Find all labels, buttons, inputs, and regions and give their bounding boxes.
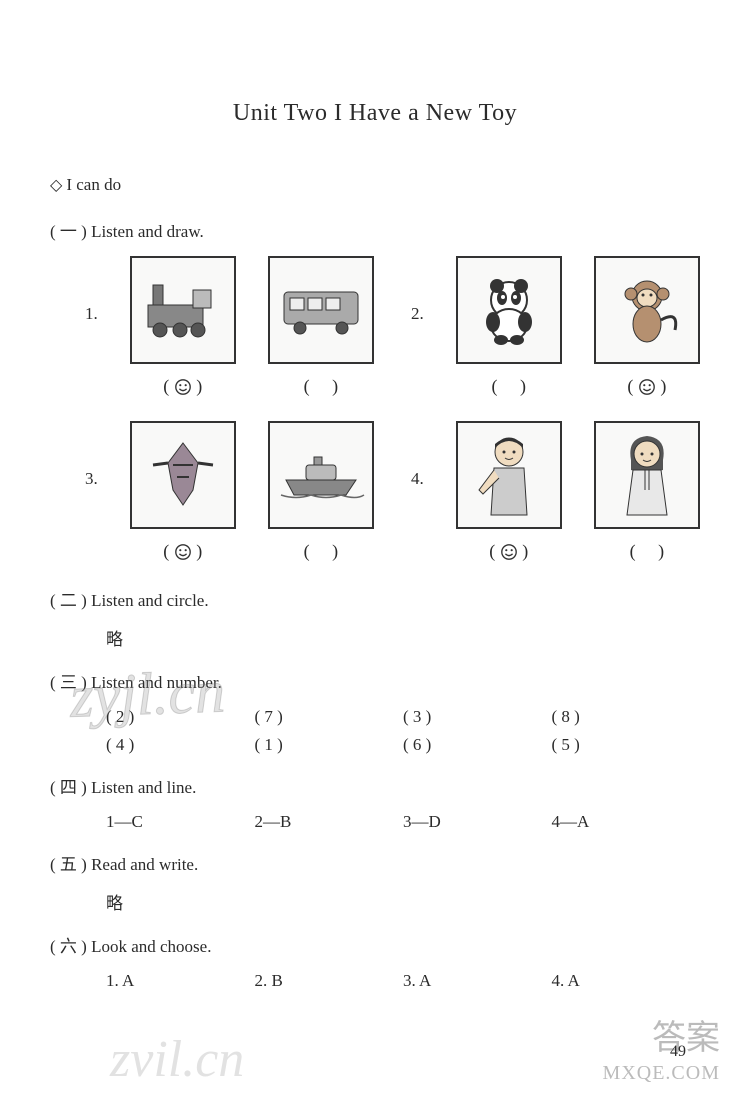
q4-number: 4.: [406, 469, 424, 529]
answer-row-1: ( ) ( ) ( ) ( ): [80, 376, 700, 397]
section-3-head: ( 三 ) Listen and number.: [50, 668, 700, 693]
smile-icon: [174, 378, 192, 396]
ans-1d: ( ): [594, 376, 700, 397]
num-cell: ( 7 ): [255, 707, 404, 727]
ans-1c: ( ): [456, 376, 562, 397]
choose-cell: 2. B: [255, 971, 404, 991]
line-cell: 3—D: [403, 812, 552, 832]
woman-icon: [607, 430, 687, 520]
ans-2b: ( ): [268, 541, 374, 562]
ans-2d: ( ): [594, 541, 700, 562]
card-kite: [130, 421, 236, 529]
image-row-1: 1. 2.: [80, 256, 700, 364]
q1-number: 1.: [80, 304, 98, 364]
section-2-head: ( 二 ) Listen and circle.: [50, 586, 700, 611]
kite-icon: [143, 435, 223, 515]
answer-row-2: ( ) ( ) ( ) ( ): [80, 541, 700, 562]
num-cell: ( 8 ): [552, 707, 701, 727]
ans-1a: ( ): [130, 376, 236, 397]
i-can-do: ◇I can do: [50, 175, 700, 195]
number-row-2: ( 4 ) ( 1 ) ( 6 ) ( 5 ): [106, 735, 700, 755]
section-1-head: ( 一 ) Listen and draw.: [50, 217, 700, 242]
section-5-body: 略: [106, 889, 700, 914]
card-man: [456, 421, 562, 529]
line-cell: 1—C: [106, 812, 255, 832]
train-icon: [138, 280, 228, 340]
num-cell: ( 5 ): [552, 735, 701, 755]
card-bus: [268, 256, 374, 364]
section-2-body: 略: [106, 625, 700, 650]
ship-icon: [276, 445, 366, 505]
num-cell: ( 6 ): [403, 735, 552, 755]
num-cell: ( 3 ): [403, 707, 552, 727]
choose-cell: 4. A: [552, 971, 701, 991]
watermark-4: MXQE.COM: [603, 1062, 720, 1085]
line-row: 1—C 2—B 3—D 4—A: [106, 812, 700, 832]
line-cell: 2—B: [255, 812, 404, 832]
card-woman: [594, 421, 700, 529]
num-cell: ( 2 ): [106, 707, 255, 727]
smile-icon: [174, 543, 192, 561]
ans-2a: ( ): [130, 541, 236, 562]
num-cell: ( 4 ): [106, 735, 255, 755]
q3-number: 3.: [80, 469, 98, 529]
choose-cell: 1. A: [106, 971, 255, 991]
card-panda: [456, 256, 562, 364]
q2-number: 2.: [406, 304, 424, 364]
i-can-do-label: I can do: [66, 175, 121, 194]
bus-icon: [276, 280, 366, 340]
section-4-head: ( 四 ) Listen and line.: [50, 773, 700, 798]
ans-1b: ( ): [268, 376, 374, 397]
monkey-icon: [607, 270, 687, 350]
line-cell: 4—A: [552, 812, 701, 832]
panda-icon: [469, 270, 549, 350]
diamond-icon: ◇: [50, 175, 62, 195]
card-train: [130, 256, 236, 364]
choose-cell: 3. A: [403, 971, 552, 991]
page-number: 49: [670, 1043, 686, 1061]
card-ship: [268, 421, 374, 529]
card-monkey: [594, 256, 700, 364]
image-row-2: 3. 4.: [80, 421, 700, 529]
number-row-1: ( 2 ) ( 7 ) ( 3 ) ( 8 ): [106, 707, 700, 727]
smile-icon: [500, 543, 518, 561]
smile-icon: [638, 378, 656, 396]
man-icon: [469, 430, 549, 520]
ans-2c: ( ): [456, 541, 562, 562]
section-5-head: ( 五 ) Read and write.: [50, 850, 700, 875]
unit-title: Unit Two I Have a New Toy: [50, 100, 700, 127]
choose-row: 1. A 2. B 3. A 4. A: [106, 971, 700, 991]
num-cell: ( 1 ): [255, 735, 404, 755]
section-6-head: ( 六 ) Look and choose.: [50, 932, 700, 957]
